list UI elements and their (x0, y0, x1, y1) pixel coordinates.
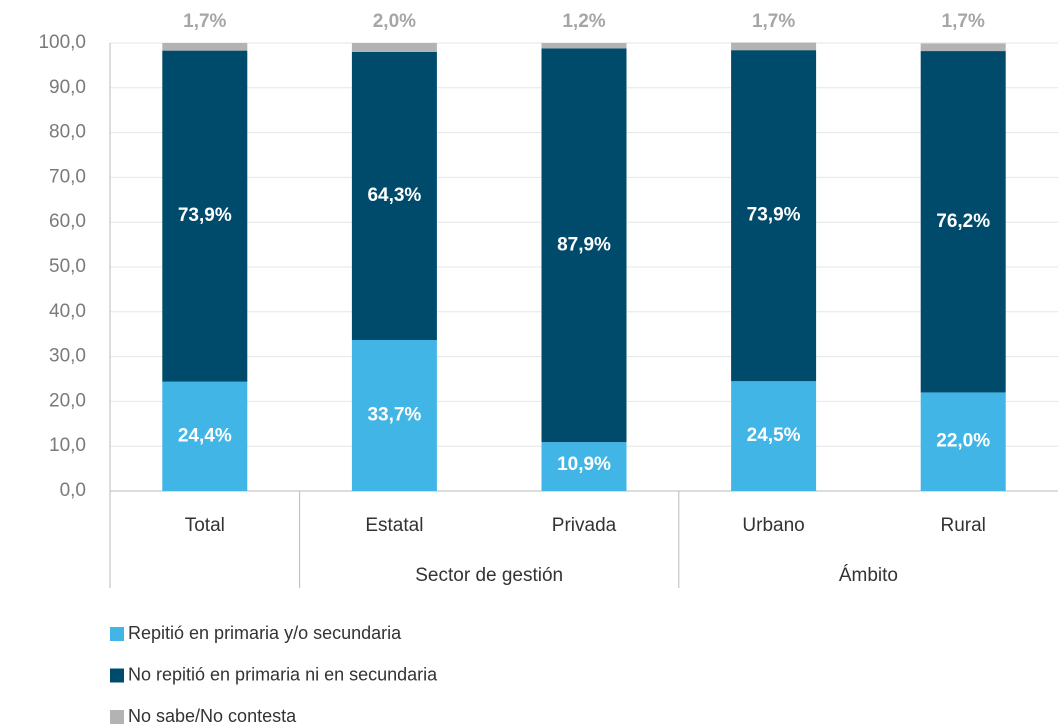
value-label: 33,7% (367, 405, 421, 426)
y-tick-label: 40,0 (49, 301, 86, 322)
bar-segment (731, 42, 817, 51)
y-tick-label: 80,0 (49, 122, 86, 143)
x-tick-label: Total (185, 515, 225, 536)
bar-segment (541, 48, 627, 443)
y-tick-label: 10,0 (49, 435, 86, 456)
legend-swatch (110, 627, 124, 641)
y-tick-label: 0,0 (60, 480, 86, 501)
y-tick-label: 70,0 (49, 166, 86, 187)
bar-segment (920, 392, 1006, 491)
value-label: 24,4% (178, 425, 232, 446)
x-tick-label: Estatal (365, 515, 423, 536)
value-label: 22,0% (936, 431, 990, 452)
y-tick-label: 90,0 (49, 77, 86, 98)
bar-segment (162, 43, 248, 51)
value-label: 73,9% (178, 205, 232, 226)
value-label: 87,9% (557, 234, 611, 255)
bar-segment (351, 51, 437, 341)
value-label: 1,7% (183, 11, 226, 32)
bar-segment (731, 50, 817, 382)
bar-segment (920, 43, 1006, 52)
value-label: 76,2% (936, 211, 990, 232)
bar-segment (541, 442, 627, 491)
value-label: 64,3% (367, 185, 421, 206)
bar-segment (351, 340, 437, 491)
bar-segment (920, 51, 1006, 393)
legend-label: No sabe/No contesta (128, 706, 297, 726)
value-label: 1,7% (752, 11, 795, 32)
legend-label: No repitió en primaria ni en secundaria (128, 664, 438, 684)
bar-segment (541, 43, 627, 49)
bar-segment (162, 381, 248, 491)
y-tick-label: 20,0 (49, 390, 86, 411)
value-label: 1,2% (562, 11, 605, 32)
x-tick-label: Urbano (742, 515, 804, 536)
y-tick-label: 60,0 (49, 211, 86, 232)
group-label: Sector de gestión (415, 565, 563, 586)
value-label: 73,9% (747, 205, 801, 226)
legend-swatch (110, 668, 124, 683)
x-tick-label: Rural (940, 515, 985, 536)
legend-label: Repitió en primaria y/o secundaria (128, 623, 402, 643)
value-label: 24,5% (747, 425, 801, 446)
value-label: 1,7% (942, 11, 985, 32)
value-label: 2,0% (373, 11, 416, 32)
group-label: Ámbito (839, 565, 898, 586)
x-tick-label: Privada (552, 515, 617, 536)
bar-segment (162, 50, 248, 382)
bar-segment (731, 381, 817, 491)
y-tick-label: 50,0 (49, 256, 86, 277)
bar-segment (351, 43, 437, 52)
y-tick-label: 30,0 (49, 346, 86, 367)
value-label: 10,9% (557, 454, 611, 475)
y-tick-label: 100,0 (38, 32, 86, 53)
legend-swatch (110, 710, 124, 724)
